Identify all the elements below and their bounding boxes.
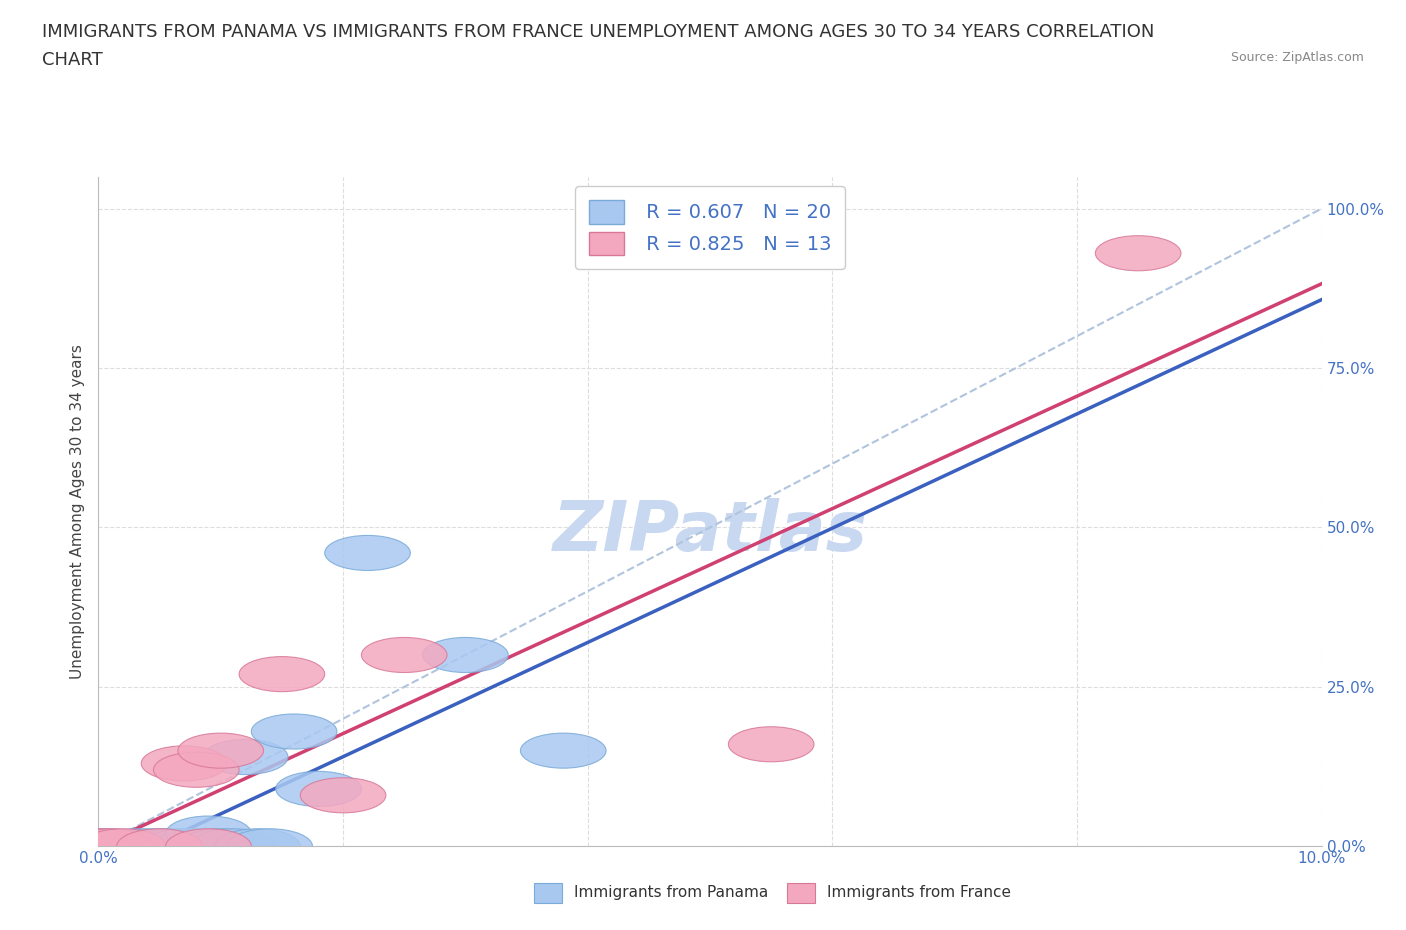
Ellipse shape (215, 829, 301, 864)
Ellipse shape (93, 829, 179, 864)
FancyBboxPatch shape (787, 883, 815, 903)
Text: ZIPatlas: ZIPatlas (553, 498, 868, 565)
Ellipse shape (67, 829, 153, 864)
Ellipse shape (80, 829, 166, 864)
Ellipse shape (179, 829, 263, 864)
Ellipse shape (56, 829, 141, 864)
Ellipse shape (153, 752, 239, 788)
Ellipse shape (252, 714, 337, 749)
Ellipse shape (67, 829, 153, 864)
Ellipse shape (166, 816, 252, 851)
Ellipse shape (166, 829, 252, 864)
Ellipse shape (166, 829, 252, 864)
Text: Immigrants from Panama: Immigrants from Panama (574, 885, 768, 900)
Y-axis label: Unemployment Among Ages 30 to 34 years: Unemployment Among Ages 30 to 34 years (69, 344, 84, 679)
Ellipse shape (1095, 235, 1181, 271)
Ellipse shape (520, 733, 606, 768)
Ellipse shape (56, 829, 141, 864)
Ellipse shape (129, 829, 215, 864)
Ellipse shape (141, 746, 226, 781)
Ellipse shape (423, 637, 508, 672)
Ellipse shape (361, 637, 447, 672)
Ellipse shape (226, 829, 312, 864)
Text: CHART: CHART (42, 51, 103, 69)
Ellipse shape (325, 536, 411, 570)
Text: Source: ZipAtlas.com: Source: ZipAtlas.com (1230, 51, 1364, 64)
Ellipse shape (117, 829, 202, 864)
FancyBboxPatch shape (534, 883, 562, 903)
Ellipse shape (179, 733, 263, 768)
Ellipse shape (276, 771, 361, 806)
Ellipse shape (153, 829, 239, 864)
Ellipse shape (104, 829, 190, 864)
Ellipse shape (190, 829, 276, 864)
Text: Immigrants from France: Immigrants from France (827, 885, 1011, 900)
Ellipse shape (202, 739, 288, 775)
Ellipse shape (141, 829, 226, 864)
Ellipse shape (728, 726, 814, 762)
Ellipse shape (301, 777, 385, 813)
Ellipse shape (239, 657, 325, 692)
Ellipse shape (117, 829, 202, 864)
Legend:  R = 0.607   N = 20,  R = 0.825   N = 13: R = 0.607 N = 20, R = 0.825 N = 13 (575, 186, 845, 269)
Text: IMMIGRANTS FROM PANAMA VS IMMIGRANTS FROM FRANCE UNEMPLOYMENT AMONG AGES 30 TO 3: IMMIGRANTS FROM PANAMA VS IMMIGRANTS FRO… (42, 23, 1154, 41)
